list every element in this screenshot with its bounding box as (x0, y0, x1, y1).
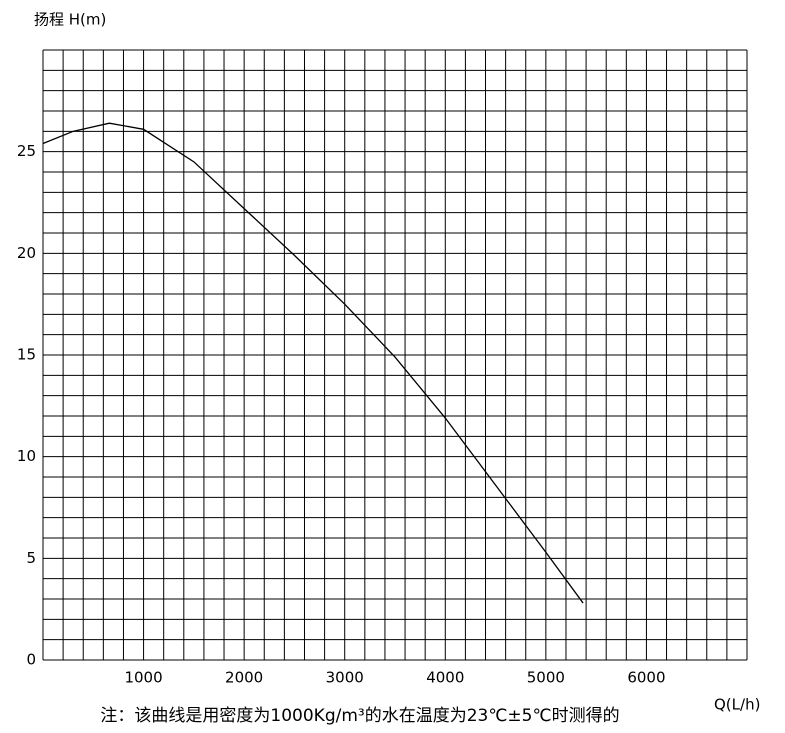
x-axis-label: Q(L/h) (714, 696, 760, 714)
y-tick-label: 10 (17, 447, 36, 465)
y-tick-label: 5 (26, 549, 36, 567)
y-axis-label: 扬程 H(m) (34, 11, 106, 29)
x-tick-label: 2000 (225, 669, 263, 687)
note: 注：该曲线是用密度为1000Kg/m³的水在温度为23℃±5℃时测得的 (100, 706, 619, 726)
x-tick-label: 5000 (527, 669, 565, 687)
curve (42, 122, 584, 604)
y-tick-label: 0 (26, 651, 36, 669)
y-tick-label: 20 (17, 244, 36, 262)
x-tick-label: 1000 (124, 669, 162, 687)
x-tick-label: 6000 (627, 669, 665, 687)
y-tick-label: 25 (17, 142, 36, 160)
x-tick-label: 3000 (326, 669, 364, 687)
x-tick-label: 4000 (426, 669, 464, 687)
y-tick-label: 15 (17, 346, 36, 364)
